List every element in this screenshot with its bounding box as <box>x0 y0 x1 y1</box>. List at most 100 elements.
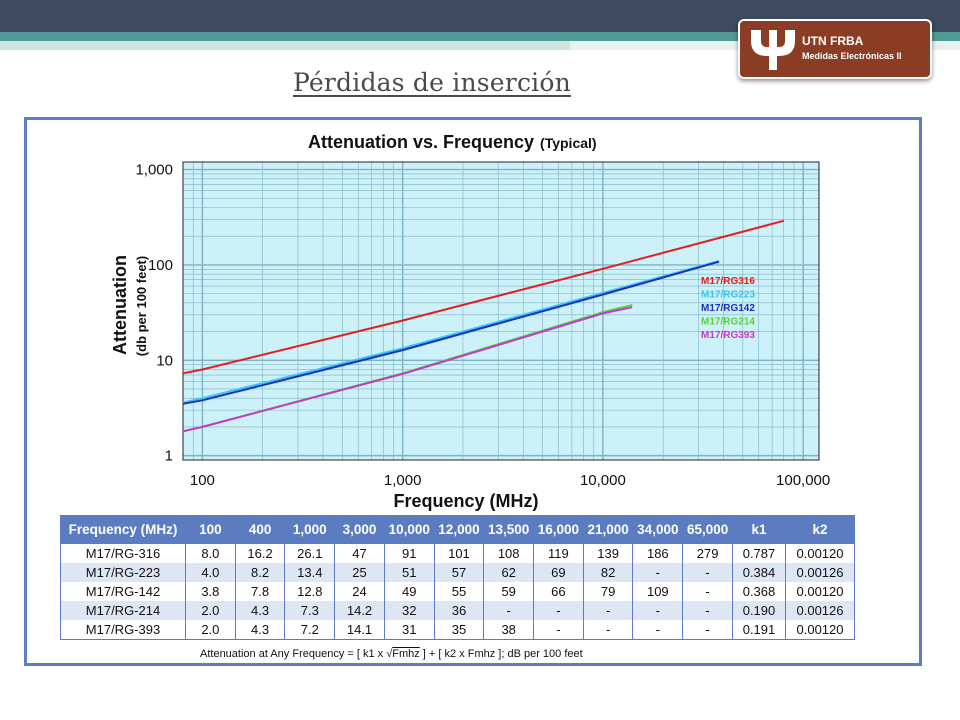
chart-title: Attenuation vs. Frequency (Typical) <box>308 132 597 152</box>
table-cell: 0.384 <box>732 563 786 582</box>
y-tick-label: 1 <box>165 448 173 465</box>
table-cell: 0.00120 <box>785 543 855 563</box>
legend: M17/RG316 M17/RG223 M17/RG142 M17/RG214 M17/… <box>701 276 755 341</box>
table-row-label: M17/RG-142 <box>60 582 186 601</box>
table-cell: 82 <box>582 563 634 582</box>
table-cell: 31 <box>383 620 435 640</box>
table-cell: 3.8 <box>185 582 236 601</box>
x-tick-labels: 100 1,000 10,000 100,000 <box>190 472 830 489</box>
table-row-label: M17/RG-223 <box>60 563 186 582</box>
table-cell: 13.4 <box>284 563 336 582</box>
table-cell: 36 <box>433 601 485 620</box>
table-cell: 2.0 <box>185 601 236 620</box>
table-cell: - <box>632 620 684 640</box>
table-cell: - <box>582 601 634 620</box>
series-lines <box>182 219 784 433</box>
y-axis-label: Attenuation <box>110 255 130 355</box>
grid <box>182 162 819 460</box>
table-cell: 139 <box>582 543 634 563</box>
table-row: M17/RG-393 2.0 4.3 7.2 14.1 31 35 38- - - -0.191 0.… <box>60 620 855 640</box>
table-cell: 0.00126 <box>785 601 855 620</box>
table-cell: 57 <box>433 563 485 582</box>
table-cell: 24 <box>334 582 385 601</box>
table-header-row: Frequency (MHz) 100 400 1,000 3,000 10,000 12,… <box>60 515 855 544</box>
table-cell: - <box>582 620 634 640</box>
table-cell: 0.00126 <box>785 563 855 582</box>
table-row-label: M17/RG-316 <box>60 543 186 563</box>
y-tick-label: 100 <box>148 257 173 274</box>
series-line-m17-rg142 <box>182 260 720 405</box>
table-header-cell: 12,000 <box>433 515 485 544</box>
table-cell: 25 <box>334 563 385 582</box>
table-cell: 16.2 <box>234 543 286 563</box>
table-header-cell: 100 <box>185 515 236 544</box>
table-cell: 4.0 <box>185 563 236 582</box>
table-cell: 109 <box>632 582 684 601</box>
table-header-cell: 16,000 <box>533 515 584 544</box>
formula-note: Attenuation at Any Frequency = [ k1 x √F… <box>200 648 583 660</box>
table-cell: 79 <box>582 582 634 601</box>
table-row: M17/RG-223 4.0 8.2 13.4 25 51 57 62 69 82- -0.384 0… <box>60 563 855 582</box>
table-header-cell: 3,000 <box>334 515 385 544</box>
table-cell: 0.787 <box>732 543 786 563</box>
table-cell: 2.0 <box>185 620 236 640</box>
table-header-cell: 13,500 <box>483 515 535 544</box>
table-cell: 8.2 <box>234 563 286 582</box>
series-line-m17-rg393 <box>182 306 633 433</box>
table-cell: 35 <box>433 620 485 640</box>
x-tick-label: 10,000 <box>580 472 626 489</box>
table-header-cell: 10,000 <box>383 515 435 544</box>
table-cell: 59 <box>483 582 535 601</box>
table-cell: - <box>682 563 733 582</box>
sqrt-icon: √ <box>386 648 393 660</box>
table-cell: 108 <box>483 543 535 563</box>
table-cell: 0.368 <box>732 582 786 601</box>
table-header-label: Frequency (MHz) <box>60 515 186 544</box>
table-cell: 49 <box>383 582 435 601</box>
table-cell: - <box>632 601 684 620</box>
table-cell: 55 <box>433 582 485 601</box>
series-line-m17-rg316 <box>182 219 784 375</box>
table-header-cell: 65,000 <box>682 515 733 544</box>
table-cell: 7.2 <box>284 620 336 640</box>
formula-root: Fmhz <box>392 648 420 660</box>
table-row-label: M17/RG-214 <box>60 601 186 620</box>
table-cell: 14.2 <box>334 601 385 620</box>
y-tick-labels: 1 10 100 1,000 <box>135 162 173 465</box>
legend-entry: M17/RG142 <box>701 303 755 314</box>
table-cell: 38 <box>483 620 535 640</box>
table-header-cell: 1,000 <box>284 515 336 544</box>
x-tick-label: 100 <box>190 472 215 489</box>
table-cell: 0.00120 <box>785 620 855 640</box>
table-header-cell: k1 <box>732 515 786 544</box>
table-header-cell: 34,000 <box>632 515 684 544</box>
table-cell: 47 <box>334 543 385 563</box>
table-cell: - <box>533 601 584 620</box>
slide-title: Pérdidas de inserción <box>293 68 571 97</box>
table-cell: 66 <box>533 582 584 601</box>
header-stripe-light <box>0 41 570 50</box>
legend-entry: M17/RG393 <box>701 330 755 341</box>
table-header-cell: k2 <box>785 515 855 544</box>
table-cell: - <box>682 620 733 640</box>
table-row: M17/RG-142 3.8 7.8 12.8 24 49 55 59 66 79 109-0.36… <box>60 582 855 601</box>
chart-title-text: Attenuation vs. Frequency <box>308 132 534 152</box>
table-row-label: M17/RG-393 <box>60 620 186 640</box>
table-cell: - <box>632 563 684 582</box>
table-cell: 7.3 <box>284 601 336 620</box>
table-cell: 4.3 <box>234 620 286 640</box>
table-cell: 101 <box>433 543 485 563</box>
legend-entry: M17/RG316 <box>701 276 755 287</box>
x-axis-label: Frequency (MHz) <box>393 491 538 511</box>
y-tick-label: 10 <box>156 352 173 369</box>
table-cell: 62 <box>483 563 535 582</box>
chart-subtitle: (Typical) <box>540 135 597 151</box>
table-body: M17/RG-316 8.0 16.2 26.1 47 91 101 108 119 139 186… <box>60 543 855 640</box>
logo-subtitle: Medidas Electrónicas II <box>802 51 902 61</box>
table-cell: - <box>533 620 584 640</box>
table-cell: 32 <box>383 601 435 620</box>
utn-emblem-icon <box>751 30 795 70</box>
header-stripe <box>0 32 960 41</box>
table-cell: 8.0 <box>185 543 236 563</box>
table-cell: 51 <box>383 563 435 582</box>
